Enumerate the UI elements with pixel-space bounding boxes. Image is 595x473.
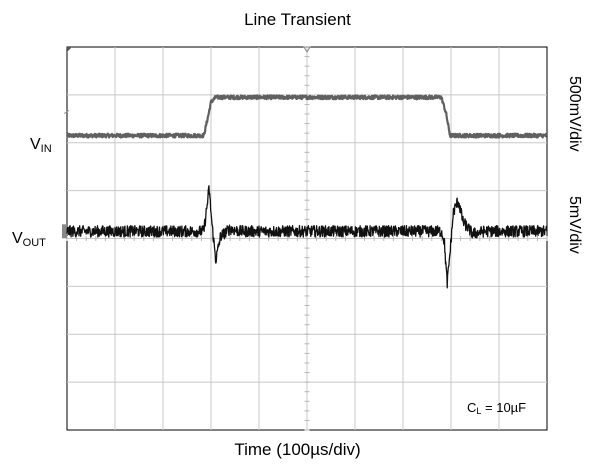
vin-scale-label: 500mV/div — [566, 76, 583, 152]
vout-scale-label: 5mV/div — [566, 196, 583, 254]
vin-label-sub: IN — [40, 143, 52, 155]
cl-value: = 10µF — [481, 400, 527, 415]
vout-trace-label: VOUT — [12, 230, 46, 249]
vout-label-main: V — [12, 230, 23, 247]
vout-label-sub: OUT — [22, 237, 46, 249]
cl-main: C — [467, 400, 477, 415]
cl-sub: L — [476, 406, 482, 416]
trigger-position-marker — [303, 46, 311, 53]
x-axis-label: Time (100µs/div) — [234, 440, 361, 459]
vout-ground-marker — [62, 224, 67, 239]
vout-trace — [66, 185, 548, 289]
vin-trace — [65, 94, 548, 139]
chart-title: Line Transient — [244, 10, 351, 29]
load-capacitance-note: CL = 10µF — [467, 400, 526, 416]
trigger-level-marker — [63, 110, 70, 114]
vin-trace-label: VIN — [30, 136, 52, 155]
vin-label-main: V — [30, 136, 41, 153]
corner-marker — [67, 47, 72, 52]
